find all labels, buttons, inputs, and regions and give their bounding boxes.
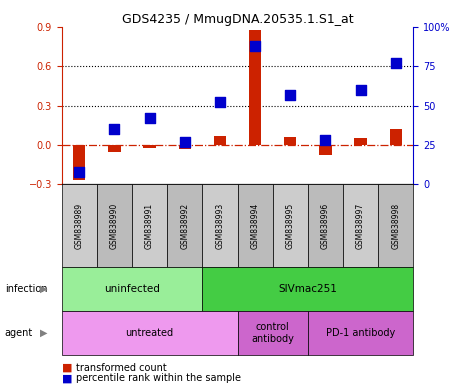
Bar [390,129,402,145]
Text: GDS4235 / MmugDNA.20535.1.S1_at: GDS4235 / MmugDNA.20535.1.S1_at [122,13,353,26]
Text: GSM838991: GSM838991 [145,202,154,249]
Bar [354,138,367,145]
Text: ■: ■ [62,363,72,373]
Bar [284,137,296,145]
Text: GSM838993: GSM838993 [216,202,224,249]
Point [181,139,189,145]
Text: ▶: ▶ [40,284,48,294]
Text: transformed count: transformed count [76,363,167,373]
Bar [214,136,226,145]
Bar [249,30,261,145]
Text: untreated: untreated [125,328,174,338]
Text: ■: ■ [62,373,72,383]
Text: GSM838994: GSM838994 [251,202,259,249]
Text: GSM838997: GSM838997 [356,202,365,249]
Point [111,126,118,132]
Text: agent: agent [5,328,33,338]
Text: uninfected: uninfected [104,284,160,294]
Text: ▶: ▶ [40,328,48,338]
Text: SIVmac251: SIVmac251 [278,284,337,294]
Text: PD-1 antibody: PD-1 antibody [326,328,395,338]
Text: GSM838992: GSM838992 [180,202,189,249]
Text: GSM838990: GSM838990 [110,202,119,249]
Bar [319,145,332,156]
Text: GSM838989: GSM838989 [75,202,84,249]
Text: GSM838998: GSM838998 [391,202,400,249]
Bar [179,145,191,149]
Point [146,115,153,121]
Text: infection: infection [5,284,47,294]
Bar [143,145,156,147]
Point [216,99,224,106]
Bar [108,145,121,152]
Point [76,169,83,175]
Text: GSM838996: GSM838996 [321,202,330,249]
Point [286,91,294,98]
Bar [73,145,86,180]
Text: GSM838995: GSM838995 [286,202,294,249]
Point [251,43,259,49]
Point [392,60,399,66]
Text: percentile rank within the sample: percentile rank within the sample [76,373,241,383]
Point [322,137,329,143]
Text: control
antibody: control antibody [251,322,294,344]
Point [357,87,364,93]
